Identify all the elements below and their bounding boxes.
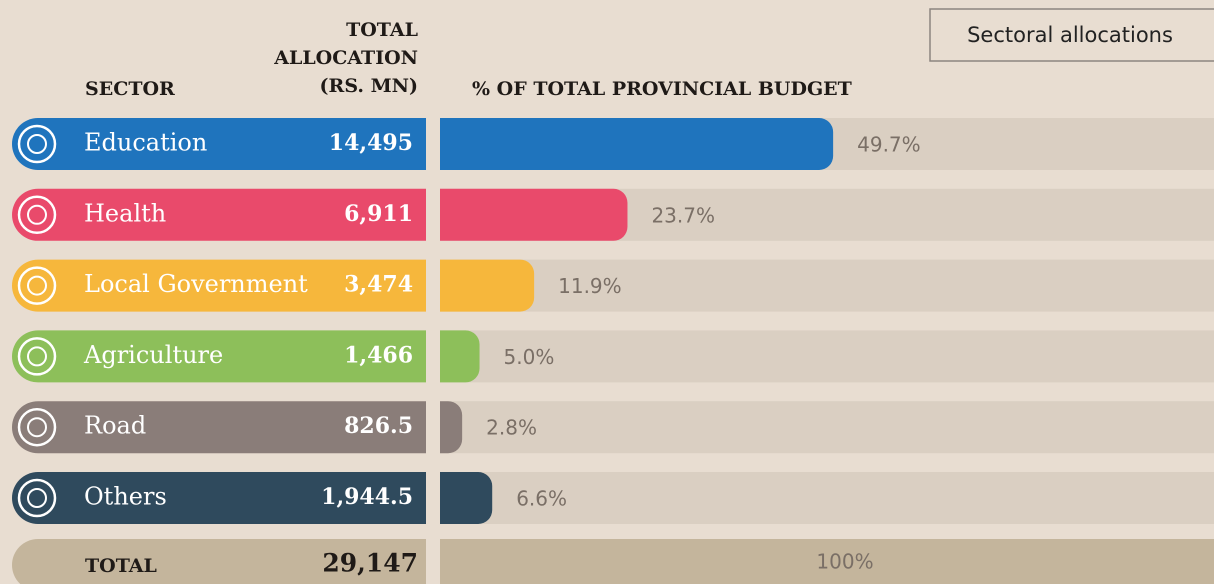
sector-name: Local Government [84, 270, 308, 298]
value-label: 5.0% [504, 345, 555, 369]
total-value-label: 100% [816, 550, 873, 574]
sector-name: Road [84, 412, 146, 440]
bar-track [440, 472, 1214, 524]
value-label: 6.6% [516, 487, 567, 511]
bar-track [440, 401, 1214, 454]
sector-icon [17, 407, 57, 447]
sector-icon [27, 204, 47, 225]
sector-icon [27, 488, 47, 508]
allocation-label: 1,466 [344, 342, 413, 368]
sector-name: Health [84, 199, 166, 227]
sector-pill [12, 472, 426, 524]
sector-header: SECTOR [85, 78, 175, 100]
total-pill [12, 539, 426, 584]
percent-header: % OF TOTAL PROVINCIAL BUDGET [472, 78, 852, 100]
sector-icon [27, 134, 47, 154]
sector-pill [12, 118, 426, 170]
value-label: 49.7% [857, 133, 921, 157]
bar [440, 401, 463, 454]
bar-track [440, 330, 1214, 383]
bar [440, 472, 493, 524]
sector-name: Agriculture [83, 341, 223, 369]
sector-pill [12, 259, 427, 312]
sector-pill [12, 330, 427, 383]
sector-pill [12, 188, 427, 241]
button-label[interactable]: Sectoral allocations [967, 23, 1173, 47]
sector-icon [17, 478, 57, 518]
sector-icon [17, 195, 57, 235]
allocation-header: TOTAL [346, 19, 418, 41]
bar [440, 118, 834, 170]
bar [440, 330, 480, 383]
allocation-header: ALLOCATION [273, 47, 418, 69]
bar [440, 259, 535, 312]
sector-icon [27, 346, 47, 367]
total-label: TOTAL [85, 555, 157, 577]
sector-icon [17, 124, 57, 164]
sector-icon [27, 417, 47, 438]
sector-icon [17, 266, 57, 305]
bar [440, 188, 628, 241]
allocation-label: 3,474 [344, 272, 413, 298]
sector-name: Others [84, 483, 167, 511]
allocation-label: 826.5 [344, 413, 413, 439]
value-label: 23.7% [651, 203, 715, 227]
allocation-header: (RS. MN) [320, 75, 418, 97]
sector-icon [17, 337, 57, 376]
sector-name: Education [84, 129, 207, 157]
allocation-label: 14,495 [329, 130, 413, 156]
sector-icon [27, 275, 47, 296]
bar-track [440, 259, 1214, 312]
value-label: 2.8% [486, 416, 537, 440]
total-allocation: 29,147 [322, 549, 418, 578]
total-bar [440, 539, 1214, 584]
allocation-label: 1,944.5 [321, 484, 413, 510]
button-frame[interactable] [929, 8, 1214, 62]
allocation-label: 6,911 [344, 201, 413, 227]
value-label: 11.9% [558, 274, 622, 298]
sector-pill [12, 401, 427, 454]
